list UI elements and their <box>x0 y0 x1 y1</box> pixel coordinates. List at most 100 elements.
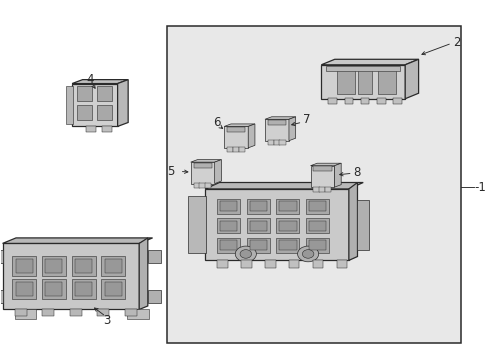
Circle shape <box>297 246 318 262</box>
Bar <box>42 279 66 299</box>
Bar <box>199 183 205 188</box>
Bar <box>16 282 33 296</box>
Bar <box>264 260 275 268</box>
Bar <box>104 259 122 273</box>
Bar <box>12 256 36 275</box>
Polygon shape <box>214 159 221 184</box>
Bar <box>190 162 214 184</box>
Bar <box>321 65 405 99</box>
Polygon shape <box>248 124 254 148</box>
Bar <box>325 66 400 71</box>
Bar <box>279 221 296 231</box>
Polygon shape <box>204 183 363 189</box>
Bar <box>101 256 125 275</box>
Bar <box>246 218 269 233</box>
Bar <box>279 140 285 145</box>
Bar <box>308 240 325 250</box>
Bar <box>71 279 95 299</box>
Bar <box>0 290 3 302</box>
Bar <box>193 183 200 188</box>
Bar <box>2 243 139 310</box>
Bar <box>279 240 296 250</box>
Bar <box>193 163 211 168</box>
Polygon shape <box>224 124 254 126</box>
Bar <box>217 238 240 252</box>
Bar <box>77 105 92 120</box>
Text: 5: 5 <box>167 165 175 177</box>
Bar <box>104 282 122 296</box>
Bar <box>358 69 371 94</box>
Bar <box>220 221 237 231</box>
Bar <box>12 279 36 299</box>
Bar <box>310 166 334 187</box>
Bar <box>276 218 299 233</box>
Polygon shape <box>288 117 295 141</box>
Bar <box>344 98 352 104</box>
Bar <box>305 199 328 214</box>
Polygon shape <box>348 183 357 260</box>
Text: 7: 7 <box>303 113 310 126</box>
Polygon shape <box>405 59 418 99</box>
Bar <box>220 202 237 211</box>
Bar <box>147 290 161 302</box>
Bar <box>42 309 54 316</box>
Circle shape <box>235 246 256 262</box>
Bar <box>75 282 92 296</box>
Bar <box>305 218 328 233</box>
Bar <box>279 202 296 211</box>
Bar <box>124 309 137 316</box>
Bar <box>226 148 233 153</box>
Bar <box>308 221 325 231</box>
Bar <box>217 199 240 214</box>
Bar <box>188 196 205 253</box>
Bar <box>313 187 319 192</box>
Bar <box>267 120 285 125</box>
Bar <box>75 259 92 273</box>
Polygon shape <box>139 238 147 310</box>
Bar <box>45 282 62 296</box>
Bar <box>264 119 288 141</box>
Bar <box>220 240 237 250</box>
Bar <box>267 140 274 145</box>
Polygon shape <box>321 59 418 65</box>
Bar <box>249 221 266 231</box>
Bar <box>319 187 325 192</box>
Bar <box>246 238 269 252</box>
Bar <box>66 86 72 123</box>
Bar <box>101 279 125 299</box>
Bar <box>246 199 269 214</box>
Text: 2: 2 <box>452 36 460 49</box>
Bar <box>238 148 244 153</box>
Bar <box>288 260 299 268</box>
Bar <box>217 218 240 233</box>
Text: -1: -1 <box>473 181 485 194</box>
Bar <box>336 69 354 94</box>
Bar <box>42 256 66 275</box>
Bar <box>232 148 239 153</box>
Bar <box>77 86 92 102</box>
Bar <box>45 259 62 273</box>
Text: 3: 3 <box>103 314 110 327</box>
Bar <box>224 126 248 148</box>
Polygon shape <box>310 163 341 166</box>
Bar <box>204 189 348 260</box>
Polygon shape <box>190 159 221 162</box>
Bar <box>102 126 111 132</box>
Bar <box>97 309 109 316</box>
Bar <box>273 140 279 145</box>
Polygon shape <box>118 80 128 126</box>
Bar <box>336 260 346 268</box>
Bar <box>357 200 369 249</box>
Bar <box>324 187 330 192</box>
Bar <box>70 309 81 316</box>
Polygon shape <box>72 80 128 84</box>
Bar <box>313 166 331 171</box>
Text: 8: 8 <box>353 166 360 179</box>
Bar <box>86 126 96 132</box>
Bar <box>72 84 118 126</box>
Text: 6: 6 <box>213 116 221 129</box>
Bar <box>16 259 33 273</box>
Bar <box>376 98 385 104</box>
Bar <box>308 202 325 211</box>
Bar <box>305 238 328 252</box>
